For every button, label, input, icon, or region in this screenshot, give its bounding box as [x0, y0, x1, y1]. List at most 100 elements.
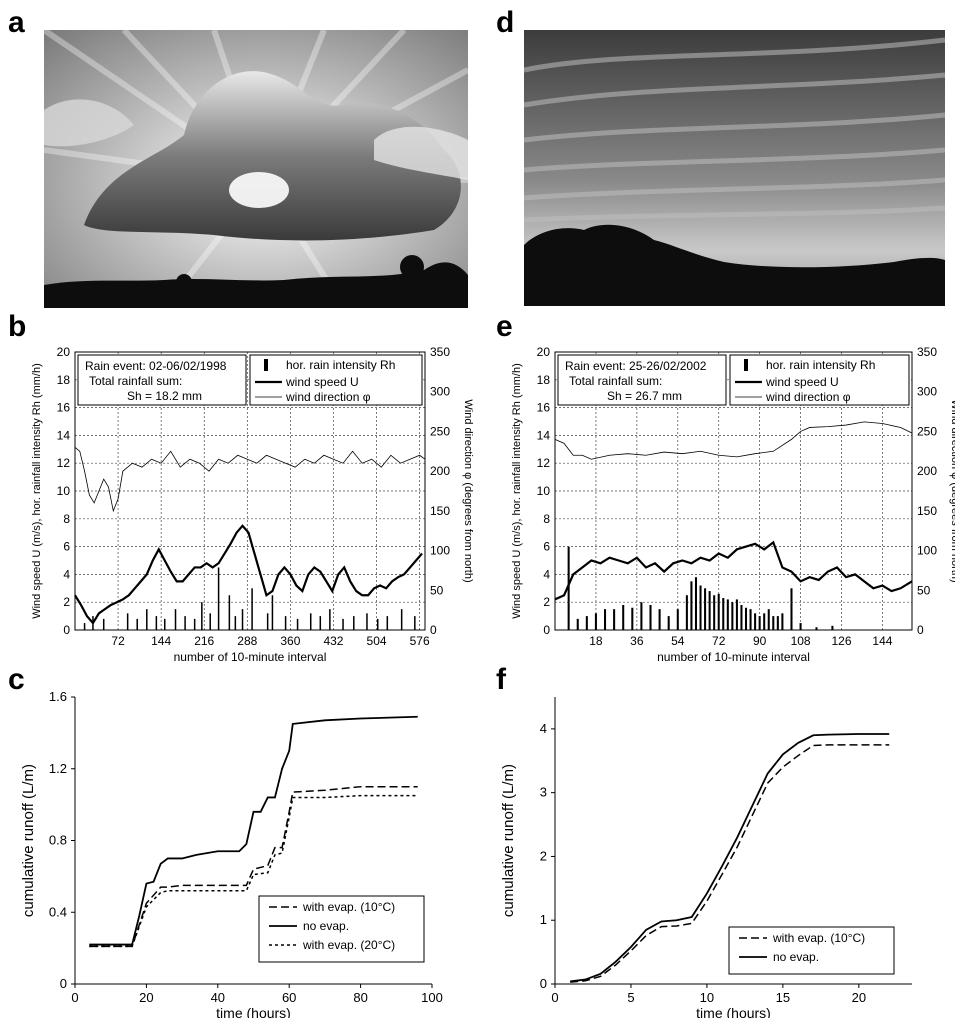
chart-c: 0 20 40 60 80 100 0 0.4 0.8 1.2 1.6 time (hours) cum…: [20, 689, 443, 1018]
legend-label-2: no evap.: [303, 919, 349, 933]
y2-tick-label: 0: [430, 623, 437, 637]
rain-bar: [209, 613, 211, 630]
y-tick-label: 10: [537, 484, 551, 498]
x-tick-label: 576: [410, 634, 430, 648]
panel-letter-f: f: [496, 663, 506, 696]
x-tick-label: 18: [589, 634, 603, 648]
rain-bar: [640, 602, 643, 630]
rain-bar: [296, 618, 299, 630]
y2-tick-label: 350: [917, 345, 937, 359]
rain-bar: [329, 609, 331, 630]
x-tick-label: 216: [194, 634, 214, 648]
rain-bar: [201, 602, 203, 630]
rain-bar: [613, 609, 616, 630]
y-tick-label: 6: [63, 540, 70, 554]
rain-bar: [758, 616, 761, 630]
rain-bar: [228, 595, 231, 630]
x-tick-label: 504: [367, 634, 387, 648]
rain-bar: [754, 613, 757, 630]
info-event-text: Rain event: 25-26/02/2002: [565, 359, 707, 373]
x-tick-label: 20: [139, 990, 153, 1005]
y-tick-label: 8: [543, 512, 550, 526]
chart-e: 0246810121416182005010015020025030035018…: [511, 345, 955, 664]
y-tick-label: 1.6: [49, 689, 67, 704]
rain-bar: [717, 593, 720, 630]
legend-label-3: with evap. (20°C): [302, 938, 395, 952]
y-tick-label: 0.8: [49, 833, 67, 848]
y2-axis-label: Wind direction φ (degrees from north): [462, 399, 474, 582]
rain-bar: [604, 609, 607, 630]
y2-tick-label: 200: [917, 464, 937, 478]
rain-bar: [576, 618, 579, 630]
rain-bar: [667, 616, 670, 630]
info-event-text: Rain event: 02-06/02/1998: [85, 359, 227, 373]
x-axis-label: time (hours): [216, 1005, 291, 1018]
rain-bar: [585, 616, 588, 630]
y-tick-label: 20: [57, 345, 71, 359]
rain-bar: [342, 618, 344, 630]
x-tick-label: 36: [630, 634, 644, 648]
x-tick-label: 20: [852, 990, 866, 1005]
y-tick-label: 1.2: [49, 761, 67, 776]
y2-tick-label: 300: [430, 385, 450, 399]
x-tick-label: 432: [323, 634, 343, 648]
rain-bar: [749, 609, 752, 630]
y-tick-label: 14: [57, 428, 71, 442]
series-line-3: [89, 794, 418, 948]
y-axis-label: Wind speed U (m/s), hor. rainfall intens…: [31, 363, 43, 619]
x-tick-label: 360: [280, 634, 300, 648]
y-tick-label: 12: [537, 456, 551, 470]
rain-bar: [136, 618, 138, 630]
rain-bar: [815, 627, 818, 630]
y-tick-label: 12: [57, 456, 71, 470]
y2-tick-label: 250: [917, 424, 937, 438]
panel-letter-c: c: [8, 663, 25, 696]
series-line-2: [89, 715, 418, 946]
legend-label-1: with evap. (10°C): [302, 900, 395, 914]
rain-bar: [767, 609, 770, 630]
legend-speed-label: wind speed U: [765, 375, 839, 389]
y-tick-label: 1: [540, 912, 547, 927]
rain-bar: [649, 604, 652, 630]
rain-bar: [567, 546, 570, 630]
y-tick-label: 8: [63, 512, 70, 526]
rain-bar: [217, 567, 220, 630]
legend-direction-label: wind direction φ: [285, 390, 371, 404]
info-sum-text: Sh = 18.2 mm: [127, 389, 202, 403]
y-tick-label: 0: [63, 623, 70, 637]
wind-direction-line: [554, 421, 913, 460]
rain-bar: [622, 604, 625, 630]
legend-label-1: with evap. (10°C): [772, 931, 865, 945]
y-tick-label: 0.4: [49, 904, 67, 919]
y-axis-label: Wind speed U (m/s), hor. rainfall intens…: [511, 363, 523, 619]
series-line-1: [570, 744, 890, 983]
y-tick-label: 20: [537, 345, 551, 359]
y-tick-label: 3: [540, 785, 547, 800]
wind-speed-line: [554, 540, 913, 601]
series-line-2: [570, 733, 890, 983]
rain-bar: [271, 595, 274, 630]
info-total-text: Total rainfall sum:: [569, 374, 662, 388]
rain-bar: [400, 609, 403, 630]
y2-tick-label: 350: [430, 345, 450, 359]
x-tick-label: 15: [776, 990, 790, 1005]
rain-bar: [284, 616, 287, 630]
rain-bar: [174, 609, 177, 630]
y-tick-label: 18: [537, 373, 551, 387]
x-tick-label: 0: [71, 990, 78, 1005]
rain-bar: [319, 616, 322, 630]
rain-bar: [731, 602, 734, 630]
info-sum-text: Sh = 26.7 mm: [607, 389, 682, 403]
chart-f: 0 5 10 15 20 0 1 2 3 4 time (hours) cumulative runo…: [500, 697, 912, 1018]
x-tick-label: 90: [753, 634, 767, 648]
y2-tick-label: 50: [430, 583, 444, 597]
rain-bar: [708, 591, 711, 630]
y2-axis-label: Wind direction φ (degrees from north): [949, 399, 955, 582]
rain-bar: [790, 588, 793, 630]
y-tick-label: 2: [540, 848, 547, 863]
legend-rain-label: hor. rain intensity Rh: [766, 358, 875, 372]
rain-bar: [726, 599, 729, 630]
x-tick-label: 0: [551, 990, 558, 1005]
y-tick-label: 4: [63, 567, 70, 581]
